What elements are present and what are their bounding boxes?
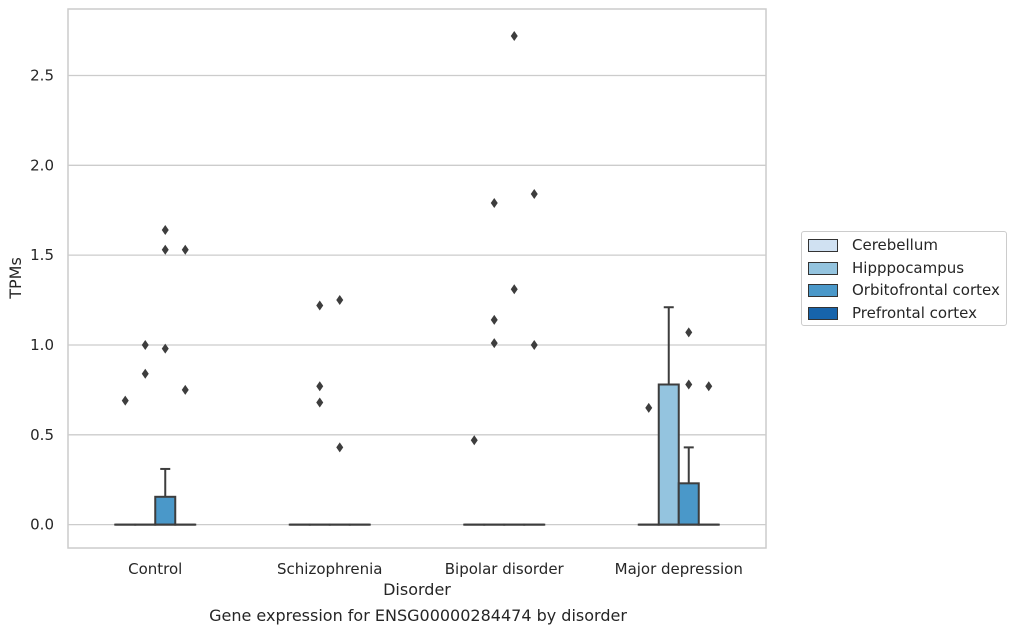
outlier-point (490, 198, 498, 209)
outlier-point (161, 343, 169, 354)
outlier-point (510, 284, 518, 295)
outlier-point (705, 381, 713, 392)
x-tick-label: Major depression (615, 560, 743, 578)
legend-swatch-orbitofrontal (808, 283, 838, 297)
outlier-point (141, 368, 149, 379)
outlier-point (121, 395, 129, 406)
y-tick-label: 0.0 (30, 516, 54, 534)
y-tick-label: 2.0 (30, 156, 54, 174)
y-tick-label: 1.0 (30, 336, 54, 354)
outlier-point (316, 397, 324, 408)
outlier-point (470, 435, 478, 446)
legend: Cerebellum Hipppocampus Orbitofrontal co… (801, 231, 1007, 326)
outlier-point (336, 442, 344, 453)
figure-caption: Gene expression for ENSG00000284474 by d… (209, 606, 627, 625)
box-group (114, 30, 720, 526)
box-orbitofrontal-cortex (154, 495, 177, 526)
x-tick-label: Schizophrenia (277, 560, 382, 578)
legend-item-prefrontal: Prefrontal cortex (808, 303, 977, 323)
outlier-point (490, 338, 498, 349)
x-axis-title: Disorder (383, 580, 451, 599)
outlier-point (161, 224, 169, 235)
outlier-point (510, 30, 518, 41)
legend-label-orbitofrontal: Orbitofrontal cortex (852, 281, 1000, 299)
legend-item-cerebellum: Cerebellum (808, 235, 938, 255)
outlier-point (161, 244, 169, 255)
outlier-point (530, 189, 538, 200)
x-tick-labels: Control Schizophrenia Bipolar disorder Majo… (128, 560, 743, 578)
y-tick-labels: 0.0 0.5 1.0 1.5 2.0 2.5 (30, 66, 54, 533)
outlier-point (316, 381, 324, 392)
y-tick-label: 0.5 (30, 426, 54, 444)
y-axis-title: TPMs (6, 257, 25, 300)
y-tick-label: 1.5 (30, 246, 54, 264)
legend-label-hippocampus: Hipppocampus (852, 259, 965, 277)
x-tick-label: Bipolar disorder (445, 560, 565, 578)
legend-label-cerebellum: Cerebellum (852, 236, 938, 254)
x-tick-label: Control (128, 560, 182, 578)
outlier-point (181, 384, 189, 395)
outlier-point (181, 244, 189, 255)
legend-item-hippocampus: Hipppocampus (808, 258, 964, 278)
outlier-point (685, 327, 693, 338)
box-hipppocampus (657, 383, 680, 526)
outlier-point (685, 379, 693, 390)
y-tick-label: 2.5 (30, 66, 54, 84)
box-orbitofrontal-cortex (677, 482, 700, 526)
outlier-point (490, 314, 498, 325)
plot-area (67, 8, 767, 549)
outlier-point (141, 339, 149, 350)
legend-item-orbitofrontal: Orbitofrontal cortex (808, 280, 1000, 300)
legend-swatch-hippocampus (808, 261, 838, 275)
legend-swatch-prefrontal (808, 306, 838, 320)
outlier-point (645, 402, 653, 413)
outlier-point (336, 295, 344, 306)
outlier-point (316, 300, 324, 311)
outlier-point (530, 339, 538, 350)
legend-label-prefrontal: Prefrontal cortex (852, 304, 977, 322)
legend-swatch-cerebellum (808, 238, 838, 252)
